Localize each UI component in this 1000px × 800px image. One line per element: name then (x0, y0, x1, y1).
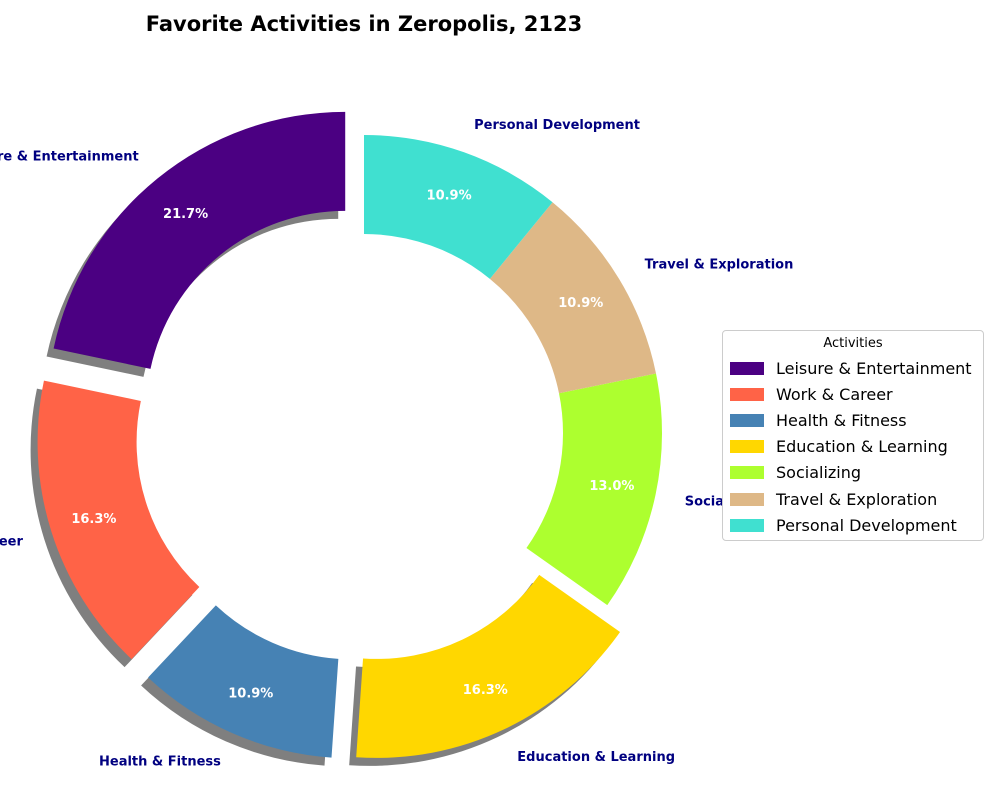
pct-label-personal-development: 10.9% (427, 188, 472, 203)
legend-item-personal-development: Personal Development (723, 512, 983, 538)
legend: Activities Leisure & Entertainment Work &… (722, 330, 984, 541)
legend-swatch (730, 413, 764, 427)
legend-swatch (730, 518, 764, 532)
legend-item-travel-and-exploration: Travel & Exploration (723, 486, 983, 512)
slice-leisure-and-entertainment (53, 111, 346, 369)
percent-labels: 21.7% 16.3% 10.9% 16.3% 13.0% 10.9% 10.9% (71, 188, 634, 701)
legend-label: Travel & Exploration (776, 489, 938, 509)
slice-personal-development (364, 135, 553, 279)
pct-label-travel-and-exploration: 10.9% (558, 296, 603, 311)
legend-label: Education & Learning (776, 437, 948, 457)
legend-swatch (730, 361, 764, 375)
slice-education-and-learning (356, 574, 621, 758)
chart-title: Favorite Activities in Zeropolis, 2123 (146, 12, 582, 36)
legend-item-education-and-learning: Education & Learning (723, 434, 983, 460)
legend-item-leisure-and-entertainment: Leisure & Entertainment (723, 355, 983, 381)
legend-item-health-and-fitness: Health & Fitness (723, 407, 983, 433)
legend-swatch (730, 466, 764, 480)
pct-label-health-and-fitness: 10.9% (228, 687, 273, 702)
slice-work-and-career (37, 380, 200, 660)
legend-item-work-and-career: Work & Career (723, 381, 983, 407)
slice-label-leisure-and-entertainment: Leisure & Entertainment (0, 149, 139, 164)
slice-label-education-and-learning: Education & Learning (517, 750, 675, 765)
slice-health-and-fitness (148, 605, 339, 758)
slice-label-work-and-career: Work & Career (0, 534, 23, 549)
legend-label: Work & Career (776, 384, 893, 404)
slice-label-travel-and-exploration: Travel & Exploration (645, 258, 794, 273)
slice-labels: Leisure & Entertainment Work & Career Heal… (0, 118, 793, 770)
slices (37, 111, 663, 758)
pct-label-leisure-and-entertainment: 21.7% (163, 207, 208, 222)
legend-swatch (730, 387, 764, 401)
legend-items: Leisure & Entertainment Work & Career Heal… (723, 355, 983, 538)
legend-label: Personal Development (776, 515, 957, 535)
legend-label: Health & Fitness (776, 410, 907, 430)
pct-label-education-and-learning: 16.3% (463, 683, 508, 698)
legend-label: Leisure & Entertainment (776, 358, 972, 378)
legend-item-socializing: Socializing (723, 460, 983, 486)
slice-label-health-and-fitness: Health & Fitness (99, 755, 221, 770)
slice-socializing (526, 373, 663, 606)
legend-label: Socializing (776, 463, 862, 483)
pct-label-work-and-career: 16.3% (71, 512, 116, 527)
slice-label-personal-development: Personal Development (474, 118, 640, 133)
legend-swatch (730, 440, 764, 454)
legend-title: Activities (823, 336, 883, 351)
legend-swatch (730, 492, 764, 506)
slice-travel-and-exploration (489, 202, 656, 394)
pct-label-socializing: 13.0% (589, 479, 634, 494)
